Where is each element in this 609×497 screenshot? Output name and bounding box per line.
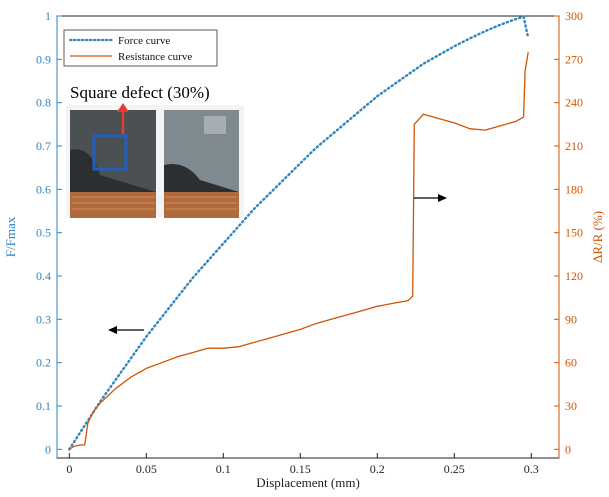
legend-resistance-label: Resistance curve xyxy=(118,51,192,63)
y-right-tick-label: 300 xyxy=(565,9,583,23)
x-tick-label: 0.25 xyxy=(444,462,465,476)
photo-caption: Square defect (30%) xyxy=(70,83,210,102)
x-tick-label: 0.2 xyxy=(370,462,385,476)
resistance-curve xyxy=(68,51,529,450)
copper-electrode-left xyxy=(70,192,156,218)
y-right-tick-label: 120 xyxy=(565,269,583,283)
y-left-tick-label: 0.9 xyxy=(36,52,51,66)
y-right-tick-label: 30 xyxy=(565,399,577,413)
specimen-right-flaw xyxy=(204,116,226,134)
series-layer xyxy=(68,15,530,451)
arrow-left-head xyxy=(108,326,117,334)
arrow-to-right-axis xyxy=(414,194,447,202)
legend: Force curve Resistance curve xyxy=(63,29,218,67)
defect-box xyxy=(92,134,128,171)
specimen-photo: Square defect (30%) xyxy=(66,83,244,218)
y-left-tick-label: 0.2 xyxy=(36,356,51,370)
y-right-tick-label: 0 xyxy=(565,442,571,456)
y-right-tick-label: 240 xyxy=(565,96,583,110)
y-right-tick-label: 60 xyxy=(565,356,577,370)
specimen-right-shadow xyxy=(164,164,239,192)
tick-layer: 0 0.05 0.1 0.15 0.2 0.25 0.3 0 0.1 0.2 0.3 0.4 0.5 0.… xyxy=(36,9,583,476)
y-left-tick-label: 0 xyxy=(45,442,51,456)
y-right-tick-label: 210 xyxy=(565,139,583,153)
x-tick-label: 0 xyxy=(66,462,72,476)
y-left-tick-label: 0.8 xyxy=(36,96,51,110)
y-left-tick-label: 0.1 xyxy=(36,399,51,413)
x-tick-label: 0.05 xyxy=(136,462,157,476)
specimen-left-shadow xyxy=(70,149,156,192)
copper-electrode-right xyxy=(164,192,239,218)
x-tick-label: 0.15 xyxy=(290,462,311,476)
y-left-tick-label: 0.5 xyxy=(36,226,51,240)
y-right-tick-label: 270 xyxy=(565,52,583,66)
y-left-tick-label: 0.3 xyxy=(36,312,51,326)
legend-force-label: Force curve xyxy=(118,35,170,47)
x-tick-label: 0.1 xyxy=(216,462,231,476)
y-left-tick-label: 1 xyxy=(45,9,51,23)
arrow-to-left-axis xyxy=(108,326,144,334)
y-left-tick-label: 0.6 xyxy=(36,182,51,196)
legend-box xyxy=(63,29,218,67)
y-left-tick-label: 0.4 xyxy=(36,269,51,283)
y-right-tick-label: 180 xyxy=(565,182,583,196)
y-left-axis-label: F/Fmax xyxy=(3,216,18,257)
x-axis-label: Displacement (mm) xyxy=(256,475,360,490)
defect-arrow-head xyxy=(117,103,129,112)
y-right-tick-label: 150 xyxy=(565,226,583,240)
copper-texture-right xyxy=(166,196,237,210)
y-right-tick-label: 90 xyxy=(565,312,577,326)
x-tick-label: 0.3 xyxy=(524,462,539,476)
force-curve xyxy=(68,15,530,451)
arrow-right-head xyxy=(438,194,447,202)
y-left-tick-label: 0.7 xyxy=(36,139,51,153)
y-right-axis-label: ΔR/R (%) xyxy=(590,211,605,263)
copper-texture-left xyxy=(72,196,154,210)
